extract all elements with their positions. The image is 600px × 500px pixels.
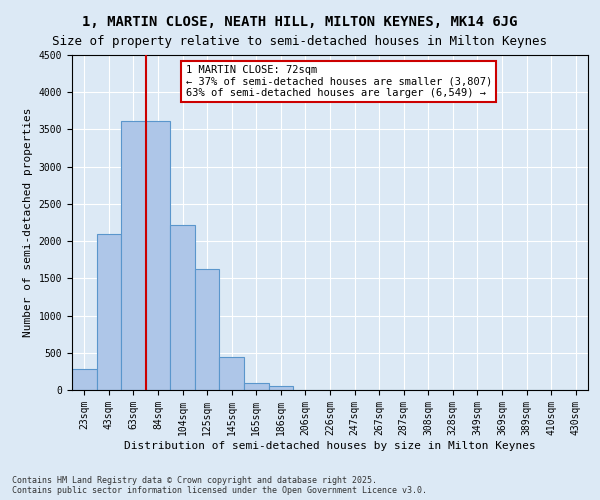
Bar: [195, 268, 220, 390]
Bar: [269, 386, 293, 390]
X-axis label: Distribution of semi-detached houses by size in Milton Keynes: Distribution of semi-detached houses by …: [124, 440, 536, 450]
Y-axis label: Number of semi-detached properties: Number of semi-detached properties: [23, 108, 33, 337]
Bar: [72, 369, 97, 390]
Bar: [97, 234, 121, 390]
Bar: [146, 120, 170, 390]
Bar: [244, 384, 269, 390]
Bar: [170, 224, 195, 390]
Text: 1, MARTIN CLOSE, NEATH HILL, MILTON KEYNES, MK14 6JG: 1, MARTIN CLOSE, NEATH HILL, MILTON KEYN…: [82, 15, 518, 29]
Bar: [121, 120, 146, 390]
Text: Contains HM Land Registry data © Crown copyright and database right 2025.
Contai: Contains HM Land Registry data © Crown c…: [12, 476, 427, 495]
Bar: [220, 357, 244, 390]
Text: 1 MARTIN CLOSE: 72sqm
← 37% of semi-detached houses are smaller (3,807)
63% of s: 1 MARTIN CLOSE: 72sqm ← 37% of semi-deta…: [185, 65, 492, 98]
Text: Size of property relative to semi-detached houses in Milton Keynes: Size of property relative to semi-detach…: [53, 35, 548, 48]
